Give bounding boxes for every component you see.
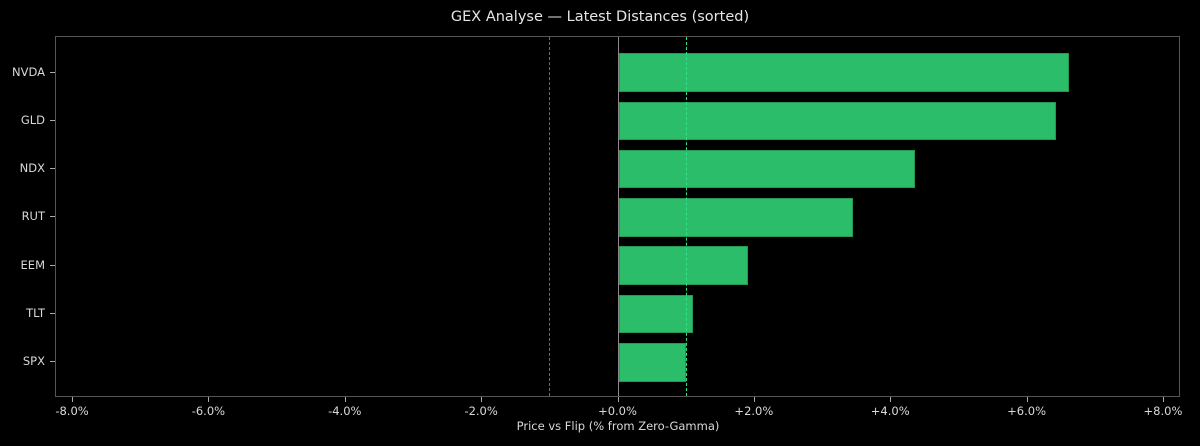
x-tick-label: +8.0% [1143, 404, 1183, 418]
x-tick-label: +2.0% [734, 404, 774, 418]
x-tick [617, 397, 619, 402]
y-tick-label: GLD [20, 112, 45, 127]
x-tick-label: +4.0% [870, 404, 910, 418]
bar-eem [618, 246, 749, 285]
y-tick [50, 168, 55, 170]
y-tick-label: NDX [19, 161, 45, 176]
x-tick [1026, 397, 1028, 402]
y-tick [50, 71, 55, 73]
y-tick [50, 361, 55, 363]
upper-threshold-line [685, 37, 687, 396]
bar-ndx [618, 149, 916, 189]
x-tick [1162, 397, 1164, 402]
plot-area [55, 36, 1180, 397]
x-tick-label: +6.0% [1007, 404, 1047, 418]
bar-nvda [618, 53, 1069, 92]
lower-threshold-line [549, 37, 551, 396]
chart-title: GEX Analyse — Latest Distances (sorted) [450, 9, 750, 25]
x-tick [753, 397, 755, 402]
y-tick [50, 119, 55, 121]
bar-tlt [618, 294, 693, 334]
x-axis-title: Price vs Flip (% from Zero-Gamma) [516, 419, 720, 433]
y-tick-label: NVDA [12, 64, 45, 79]
y-tick [50, 313, 55, 314]
y-tick [50, 264, 55, 266]
x-tick [72, 397, 74, 402]
x-tick-label: -6.0% [191, 404, 226, 418]
zero-line [617, 37, 619, 396]
y-tick [50, 216, 55, 218]
y-tick-label: SPX [22, 354, 45, 369]
x-tick-label: +0.0% [598, 404, 637, 418]
x-tick-label: -2.0% [464, 404, 498, 418]
bar-rut [618, 198, 854, 237]
y-tick-label: TLT [26, 306, 45, 320]
x-tick-label: -8.0% [55, 404, 89, 418]
bar-spx [618, 343, 686, 382]
bar-gld [618, 101, 1056, 141]
y-tick-label: EEM [20, 257, 45, 272]
x-tick [344, 397, 346, 402]
x-tick-label: -4.0% [328, 404, 362, 418]
y-tick-label: RUT [21, 209, 45, 224]
x-tick [890, 397, 892, 402]
x-tick [481, 397, 483, 402]
x-tick [208, 397, 210, 402]
